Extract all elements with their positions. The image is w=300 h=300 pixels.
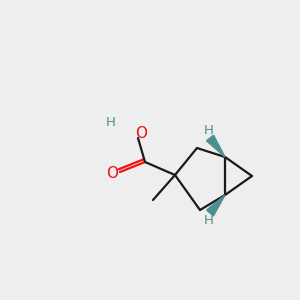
Text: O: O — [135, 125, 147, 140]
Text: O: O — [106, 166, 118, 181]
Text: H: H — [204, 214, 214, 227]
Text: H: H — [204, 124, 214, 136]
Polygon shape — [206, 195, 225, 216]
Polygon shape — [206, 135, 225, 157]
Text: H: H — [106, 116, 116, 130]
